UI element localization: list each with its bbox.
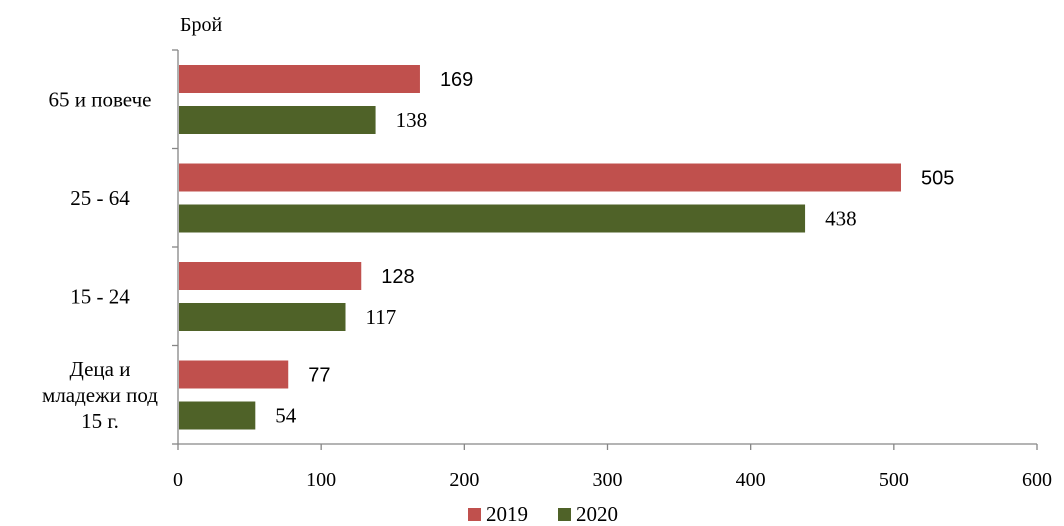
value-labels-group: 169 138 505 438 128 117 77 54 bbox=[275, 69, 954, 428]
bar-2019 bbox=[179, 262, 362, 290]
legend-swatch-2019 bbox=[468, 508, 481, 521]
data-label: 77 bbox=[308, 365, 330, 387]
y-axis-title: Брой bbox=[180, 14, 222, 36]
bar-2020 bbox=[179, 106, 376, 134]
x-tick-label: 600 bbox=[1022, 469, 1052, 491]
axes bbox=[172, 49, 1038, 450]
x-tick-labels-group: 0 100 200 300 400 500 600 bbox=[173, 469, 1052, 491]
x-tick-label: 300 bbox=[593, 469, 623, 491]
bar-2019 bbox=[179, 163, 901, 192]
x-tick-label: 0 bbox=[173, 469, 183, 491]
category-label: Деца и младежи под 15 г. bbox=[42, 357, 158, 433]
legend-label: 2019 bbox=[486, 502, 528, 526]
x-tick-label: 100 bbox=[306, 469, 336, 491]
x-tick-label: 500 bbox=[879, 469, 909, 491]
category-labels-group: 65 и повече 25 - 64 15 - 24 Деца и младежи п… bbox=[42, 87, 158, 433]
bar-2019 bbox=[179, 360, 289, 389]
category-label: 25 - 64 bbox=[70, 186, 130, 210]
bar-2020 bbox=[179, 204, 806, 233]
bar-2020 bbox=[179, 303, 346, 331]
data-label: 438 bbox=[825, 207, 857, 231]
data-label: 54 bbox=[275, 404, 297, 428]
bars-group bbox=[179, 65, 901, 430]
category-label: 15 - 24 bbox=[70, 284, 130, 308]
bar-2019 bbox=[179, 65, 420, 93]
legend-label: 2020 bbox=[576, 502, 618, 526]
x-tick-label: 400 bbox=[736, 469, 766, 491]
x-tick-label: 200 bbox=[449, 469, 479, 491]
bar-2020 bbox=[179, 401, 256, 430]
legend-swatch-2020 bbox=[558, 508, 571, 521]
data-label: 128 bbox=[381, 266, 414, 288]
legend: 2019 2020 bbox=[468, 502, 618, 526]
category-label: 65 и повече bbox=[49, 87, 152, 111]
data-label: 505 bbox=[921, 168, 954, 190]
data-label: 169 bbox=[440, 69, 473, 91]
data-label: 117 bbox=[366, 305, 397, 329]
data-label: 138 bbox=[396, 108, 428, 132]
